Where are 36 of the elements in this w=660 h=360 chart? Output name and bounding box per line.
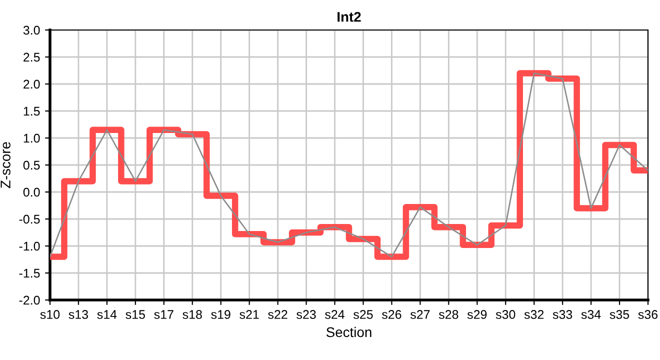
y-tick-label: -1.5 bbox=[19, 268, 40, 278]
x-tick-label: s32 bbox=[524, 310, 544, 319]
y-tick-label: 2.0 bbox=[24, 80, 40, 89]
y-tick-label: 0.5 bbox=[23, 160, 40, 170]
x-tick-label: s23 bbox=[296, 310, 316, 319]
x-tick-label: s30 bbox=[496, 310, 516, 319]
chart-title: Int2 bbox=[338, 12, 361, 22]
x-tick-label: s34 bbox=[581, 310, 601, 319]
x-tick-label: s25 bbox=[354, 310, 373, 319]
x-tick-label: s19 bbox=[211, 310, 230, 319]
x-tick-label: s36 bbox=[638, 310, 658, 319]
x-tick-label: s17 bbox=[154, 310, 174, 319]
x-axis-title: Section bbox=[326, 326, 372, 338]
x-tick-label: s21 bbox=[240, 310, 259, 319]
y-tick-label: 2.5 bbox=[24, 52, 40, 62]
y-tick-label: -1.0 bbox=[19, 242, 40, 251]
x-tick-label: s15 bbox=[126, 310, 145, 319]
x-tick-label: s24 bbox=[325, 310, 344, 319]
x-tick-label: s27 bbox=[410, 310, 430, 319]
x-tick-label: s18 bbox=[182, 310, 202, 319]
x-tick-label: s28 bbox=[438, 310, 458, 319]
y-tick-label: 3.0 bbox=[23, 26, 40, 35]
x-tick-label: s10 bbox=[40, 310, 60, 319]
y-tick-label: 0.0 bbox=[23, 188, 40, 197]
x-tick-label: s29 bbox=[467, 310, 487, 319]
y-tick-label: -0.5 bbox=[19, 214, 40, 224]
x-tick-label: s13 bbox=[68, 310, 88, 319]
x-tick-label: s35 bbox=[610, 310, 630, 319]
y-axis-title: Z-score bbox=[0, 142, 10, 188]
y-tick-label: -2.0 bbox=[19, 296, 40, 305]
y-tick-label: 1.0 bbox=[24, 134, 40, 143]
x-tick-label: s33 bbox=[552, 310, 572, 319]
y-tick-label: 1.5 bbox=[24, 106, 40, 116]
x-tick-label: s22 bbox=[268, 310, 288, 319]
x-tick-label: s26 bbox=[382, 310, 402, 319]
x-tick-label: s14 bbox=[97, 310, 117, 319]
